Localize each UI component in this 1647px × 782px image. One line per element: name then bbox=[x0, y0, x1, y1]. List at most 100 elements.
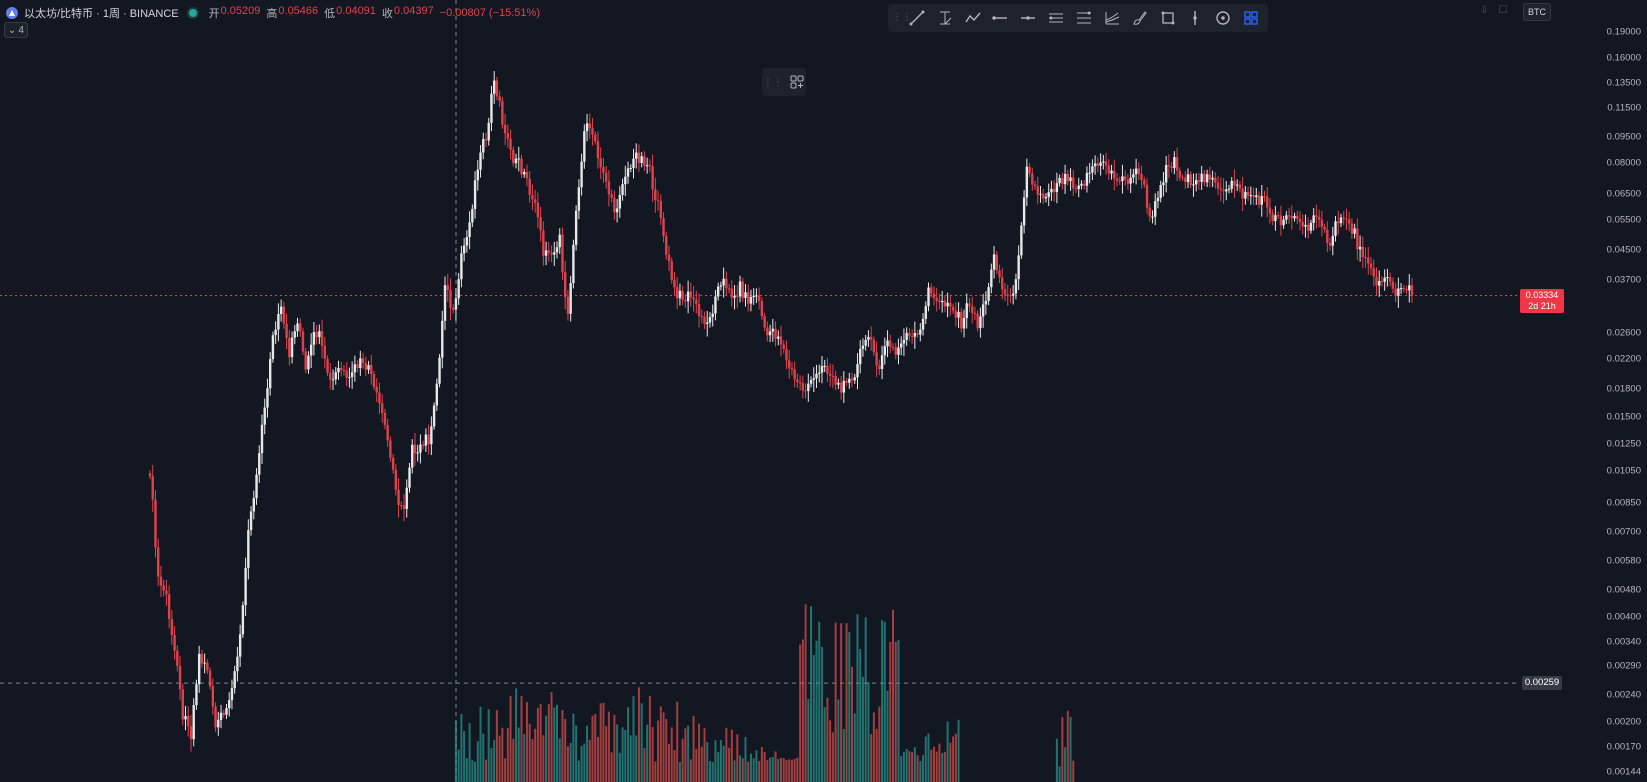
volume-bar bbox=[583, 743, 586, 782]
candle-body bbox=[613, 197, 616, 213]
candle-body bbox=[1315, 215, 1318, 217]
candle-body bbox=[766, 327, 769, 336]
volume-bar bbox=[719, 740, 722, 782]
candle-body bbox=[424, 434, 428, 446]
vertical-line-icon[interactable] bbox=[1182, 6, 1208, 30]
candle-body bbox=[899, 343, 903, 348]
trend-line-icon[interactable] bbox=[904, 6, 930, 30]
volume-bar bbox=[695, 748, 698, 782]
indicators-toggle[interactable]: ⌄ 4 bbox=[4, 22, 28, 38]
candle-body bbox=[1118, 180, 1121, 182]
candle-body bbox=[244, 567, 247, 606]
candle-body bbox=[708, 317, 712, 323]
candle-body bbox=[509, 138, 512, 150]
regression-icon[interactable] bbox=[1071, 6, 1097, 30]
candle-body bbox=[823, 365, 826, 367]
candle-body bbox=[951, 306, 955, 311]
candle-body bbox=[320, 331, 324, 346]
candle-body bbox=[1001, 277, 1004, 290]
volume-bar bbox=[580, 745, 583, 782]
circle-icon[interactable] bbox=[1210, 6, 1236, 30]
candle-body bbox=[1214, 177, 1217, 183]
price-axis-label: 0.00850 bbox=[1606, 497, 1641, 509]
candle-body bbox=[725, 278, 728, 289]
volume-bar bbox=[545, 715, 548, 782]
candle-body bbox=[599, 158, 602, 168]
volume-bar bbox=[547, 704, 550, 782]
candle-body bbox=[241, 605, 245, 635]
candle-body bbox=[361, 358, 365, 363]
drag-handle-icon[interactable]: ⋮⋮ bbox=[763, 76, 783, 88]
volume-bar bbox=[883, 621, 886, 782]
candle-body bbox=[397, 489, 400, 506]
candle-body bbox=[487, 122, 490, 141]
volume-bar bbox=[646, 724, 649, 782]
volume-bar bbox=[670, 727, 673, 782]
brush-icon[interactable] bbox=[1127, 6, 1153, 30]
ohlc-open: 开 0.05209 bbox=[208, 5, 261, 20]
volume-bar bbox=[905, 748, 908, 782]
volume-bar bbox=[870, 734, 873, 782]
candle-body bbox=[435, 383, 439, 406]
layout-grid-icon[interactable] bbox=[1238, 6, 1264, 30]
candle-body bbox=[1367, 257, 1370, 264]
candle-body bbox=[1274, 215, 1277, 221]
volume-bar bbox=[930, 749, 933, 782]
price-axis-label: 0.02200 bbox=[1606, 353, 1641, 365]
price-axis-label: 0.00170 bbox=[1606, 741, 1641, 753]
volume-bar bbox=[599, 703, 602, 782]
candle-body bbox=[1044, 196, 1048, 199]
object-tree-icon[interactable] bbox=[789, 74, 805, 90]
horizontal-line-icon[interactable] bbox=[1015, 6, 1041, 30]
candle-body bbox=[1052, 188, 1056, 193]
parallel-channel-icon[interactable] bbox=[1043, 6, 1069, 30]
candle-body bbox=[1083, 183, 1086, 186]
maximize-icon[interactable]: ☐ bbox=[1498, 5, 1508, 16]
candle-body bbox=[1011, 293, 1015, 296]
volume-bar bbox=[1066, 710, 1069, 782]
volume-bar bbox=[881, 620, 884, 782]
candle-body bbox=[859, 348, 862, 365]
candle-body bbox=[878, 365, 881, 370]
candle-body bbox=[703, 316, 706, 324]
volume-bar bbox=[886, 690, 889, 782]
volume-bar bbox=[913, 747, 916, 782]
candle-body bbox=[1102, 161, 1105, 163]
candle-body bbox=[1132, 174, 1135, 178]
last-price-value: 0.03334 bbox=[1525, 289, 1559, 300]
candle-body bbox=[1164, 165, 1168, 183]
candle-body bbox=[465, 236, 469, 246]
candle-body bbox=[375, 386, 378, 393]
polyline-icon[interactable] bbox=[960, 6, 986, 30]
volume-bar bbox=[911, 752, 914, 782]
candle-body bbox=[626, 168, 630, 177]
volume-bar bbox=[771, 757, 774, 782]
candle-body bbox=[1266, 196, 1269, 208]
candle-body bbox=[274, 329, 277, 336]
fib-retracement-icon[interactable] bbox=[932, 6, 958, 30]
arrow-down-icon[interactable]: ⇩ bbox=[1480, 5, 1489, 16]
candle-body bbox=[1230, 180, 1233, 189]
candle-body bbox=[482, 139, 485, 153]
candle-body bbox=[282, 306, 286, 324]
candle-body bbox=[842, 381, 846, 393]
candle-body bbox=[861, 345, 865, 349]
ray-icon[interactable] bbox=[988, 6, 1014, 30]
candle-body bbox=[700, 316, 703, 318]
volume-bar bbox=[509, 695, 512, 782]
drag-handle-icon[interactable]: ⋮⋮ bbox=[892, 12, 912, 23]
fib-channel-icon[interactable] bbox=[1099, 6, 1125, 30]
candle-body bbox=[1088, 172, 1091, 174]
symbol-title[interactable]: 以太坊/比特币 · 1周 · BINANCE bbox=[24, 8, 179, 20]
currency-selector[interactable]: BTC bbox=[1523, 3, 1551, 21]
volume-bar bbox=[698, 723, 701, 782]
candle-body bbox=[329, 372, 332, 380]
candle-body bbox=[1126, 179, 1130, 184]
candle-body bbox=[957, 311, 960, 318]
candle-body bbox=[533, 199, 537, 203]
candle-body bbox=[1383, 277, 1386, 282]
candle-body bbox=[673, 279, 676, 288]
rectangle-icon[interactable] bbox=[1155, 6, 1181, 30]
candle-body bbox=[304, 351, 307, 370]
